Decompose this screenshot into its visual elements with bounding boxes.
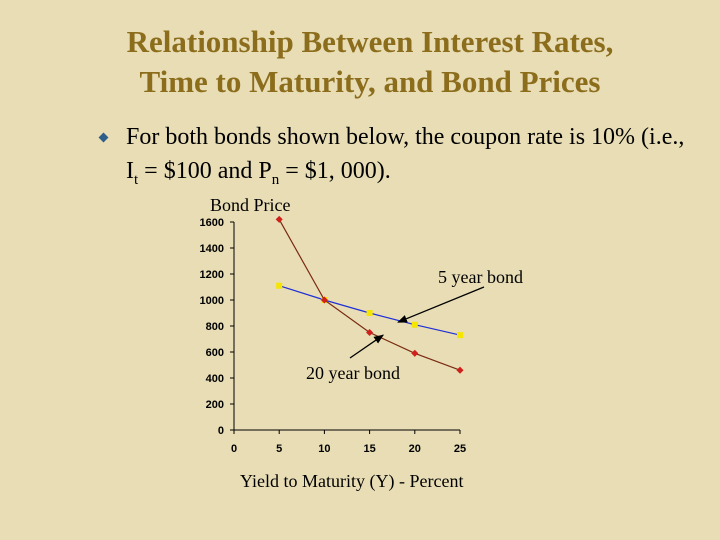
slide-title: Relationship Between Interest Rates, Tim… [60,22,680,102]
y-tick-label: 1000 [200,295,224,307]
x-tick-label: 5 [276,443,282,455]
bullet-text: For both bonds shown below, the coupon r… [126,120,696,188]
annotation-20-year-bond: 20 year bond [306,363,400,383]
x-tick-label: 10 [318,443,330,455]
y-tick-label: 200 [206,399,224,411]
bullet-part-1: For both bonds shown below, the coupon r… [126,124,685,184]
data-point-5-year-bond [411,321,418,328]
x-axis-label: Yield to Maturity (Y) - Percent [240,471,463,492]
bullet-sub-2: n [271,172,280,188]
y-tick-label: 400 [206,373,224,385]
data-point-20-year-bond [275,215,283,223]
x-tick-label: 15 [363,443,375,455]
arrow-20-year-bond [349,334,384,359]
data-point-5-year-bond [276,282,283,289]
y-axis-label: Bond Price [210,195,291,215]
bullet-part-2: = $100 and P [138,158,272,184]
annotation-5-year-bond: 5 year bond [438,267,523,287]
chart-series [275,215,464,374]
data-point-5-year-bond [366,310,373,316]
bullet-sub-1: t [134,172,139,188]
title-line-1: Relationship Between Interest Rates, [126,24,614,59]
x-tick-label: 0 [231,443,237,455]
data-point-5-year-bond [457,332,463,339]
data-point-20-year-bond [366,328,374,337]
y-tick-label: 1400 [200,243,224,255]
y-tick-label: 0 [218,425,224,437]
y-tick-label: 800 [206,321,224,333]
chart-axes: 0 200 400 600 800 1000 1200 1400 1600 0 5 10 15 20 25 [200,217,467,455]
y-tick-label: 1200 [200,269,224,281]
chart-annotations: 5 year bond 20 year bond [306,267,523,383]
data-point-20-year-bond [320,296,328,304]
arrow-5-year-bond [397,286,485,323]
y-tick-label: 600 [206,347,224,359]
data-point-20-year-bond [456,366,464,374]
title-line-2: Time to Maturity, and Bond Prices [139,64,601,99]
y-tick-label: 1600 [200,217,224,229]
bullet-part-3: = $1, 000). [279,158,391,184]
data-point-20-year-bond [411,349,419,357]
x-tick-label: 25 [454,443,466,455]
x-tick-label: 20 [409,443,421,455]
